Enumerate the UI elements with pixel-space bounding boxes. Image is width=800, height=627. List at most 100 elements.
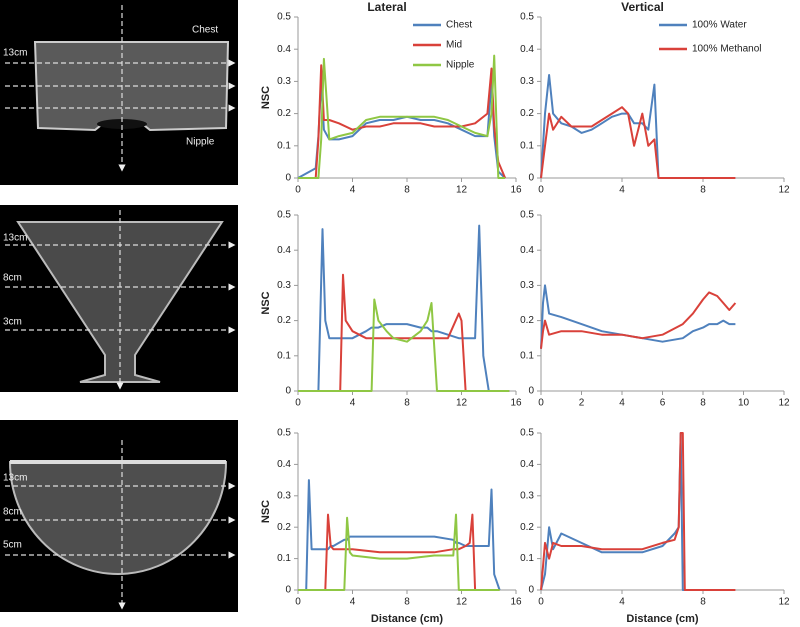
y-tick-label: 0.3 (520, 280, 534, 291)
x-tick-label: 12 (456, 185, 468, 196)
x-tick-label: 4 (619, 398, 625, 409)
x-tick-label: 0 (295, 398, 301, 409)
ct-image: 13cm 8cm 3cm (0, 205, 238, 392)
y-tick-label: 0 (285, 386, 291, 397)
legend-label: Nipple (446, 60, 475, 71)
x-tick-label: 16 (510, 398, 522, 409)
y-tick-label: 0.5 (277, 210, 291, 221)
y-tick-label: 0.1 (520, 140, 534, 151)
y-tick-label: 0.5 (520, 12, 534, 23)
x-tick-label: 12 (778, 398, 790, 409)
series-line (540, 432, 689, 591)
image-label: 13cm (3, 473, 27, 484)
x-axis-label: Distance (cm) (626, 613, 698, 625)
y-tick-label: 0.2 (277, 108, 291, 119)
y-tick-label: 0.1 (520, 553, 534, 564)
y-tick-label: 0.5 (520, 210, 534, 221)
y-tick-label: 0.2 (277, 522, 291, 533)
x-tick-label: 8 (404, 597, 410, 608)
ct-image: 13cm 8cm 5cm (0, 420, 238, 612)
series-line (540, 74, 660, 179)
image-label: 8cm (3, 273, 22, 284)
y-tick-label: 0.5 (277, 12, 291, 23)
x-tick-label: 0 (295, 597, 301, 608)
y-tick-label: 0.4 (277, 44, 291, 55)
image-label: 3cm (3, 317, 22, 328)
series-line (298, 54, 506, 179)
x-tick-label: 6 (660, 398, 666, 409)
y-axis-label: NSC (260, 86, 272, 109)
y-tick-label: 0.1 (520, 350, 534, 361)
x-tick-label: 4 (350, 398, 356, 409)
ct-image: 13cm Chest Nipple (0, 0, 238, 185)
image-label: 5cm (3, 540, 22, 551)
x-tick-label: 2 (579, 398, 585, 409)
image-label: 13cm (3, 233, 27, 244)
image-label: Chest (192, 25, 218, 36)
x-tick-label: 16 (510, 185, 522, 196)
x-tick-label: 4 (619, 185, 625, 196)
series-line (298, 513, 500, 591)
chart-title: Lateral (367, 0, 406, 14)
legend-label: 100% Water (692, 20, 747, 31)
y-tick-label: 0 (285, 585, 291, 596)
y-tick-label: 0.2 (520, 522, 534, 533)
y-tick-label: 0.2 (277, 315, 291, 326)
x-tick-label: 4 (350, 597, 356, 608)
y-tick-label: 0.3 (277, 490, 291, 501)
legend-label: Chest (446, 20, 472, 31)
x-axis-label: Distance (cm) (371, 613, 443, 625)
x-tick-label: 8 (700, 185, 706, 196)
y-axis-label: NSC (260, 500, 272, 523)
x-tick-label: 0 (538, 597, 544, 608)
y-tick-label: 0.2 (520, 315, 534, 326)
y-tick-label: 0.4 (277, 245, 291, 256)
y-tick-label: 0.3 (277, 76, 291, 87)
x-tick-label: 0 (295, 185, 301, 196)
series-line (298, 298, 510, 392)
legend-label: 100% Methanol (692, 44, 762, 55)
y-tick-label: 0.2 (520, 108, 534, 119)
y-tick-label: 0 (528, 386, 534, 397)
y-tick-label: 0.5 (520, 428, 534, 439)
y-tick-label: 0.4 (520, 459, 534, 470)
y-tick-label: 0.4 (520, 44, 534, 55)
chart-title: Vertical (621, 0, 664, 14)
image-label: Nipple (186, 137, 215, 148)
y-tick-label: 0.3 (520, 490, 534, 501)
series-line (298, 224, 510, 392)
y-tick-label: 0.3 (277, 280, 291, 291)
series-line (540, 291, 737, 349)
image-label: 8cm (3, 507, 22, 518)
image-label: 13cm (3, 48, 27, 59)
series-line (540, 284, 736, 349)
y-tick-label: 0 (528, 585, 534, 596)
series-line (540, 432, 736, 591)
x-tick-label: 4 (619, 597, 625, 608)
y-tick-label: 0 (285, 173, 291, 184)
series-line (298, 513, 500, 591)
y-tick-label: 0.4 (520, 245, 534, 256)
x-tick-label: 4 (350, 185, 356, 196)
series-line (298, 479, 501, 591)
x-tick-label: 8 (700, 398, 706, 409)
y-tick-label: 0.1 (277, 553, 291, 564)
x-tick-label: 8 (404, 185, 410, 196)
series-line (540, 106, 736, 179)
x-tick-label: 8 (700, 597, 706, 608)
x-tick-label: 16 (510, 597, 522, 608)
y-tick-label: 0.5 (277, 428, 291, 439)
x-tick-label: 12 (778, 597, 790, 608)
x-tick-label: 0 (538, 185, 544, 196)
x-tick-label: 10 (738, 398, 750, 409)
y-tick-label: 0.1 (277, 350, 291, 361)
legend-label: Mid (446, 40, 462, 51)
x-tick-label: 12 (456, 398, 468, 409)
y-tick-label: 0.3 (520, 76, 534, 87)
x-tick-label: 12 (778, 185, 790, 196)
y-tick-label: 0.4 (277, 459, 291, 470)
y-tick-label: 0.1 (277, 140, 291, 151)
y-axis-label: NSC (260, 291, 272, 314)
y-tick-label: 0 (528, 173, 534, 184)
